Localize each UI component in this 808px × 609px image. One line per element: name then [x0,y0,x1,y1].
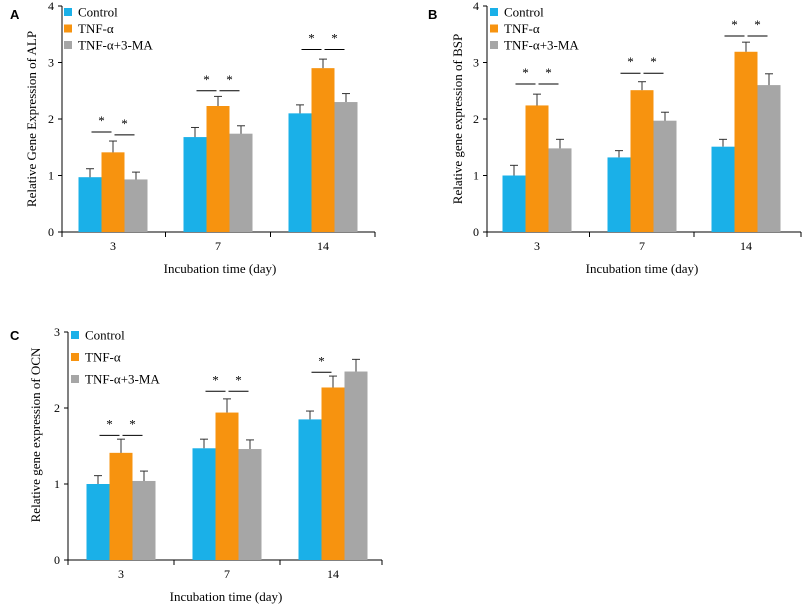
legend-label: Control [78,5,118,20]
x-axis-title: Incubation time (day) [586,261,699,276]
x-tick-label: 7 [639,239,645,253]
significance-star: * [522,65,529,80]
legend-label: TNF-α+3-MA [78,38,153,53]
y-tick-label: 0 [48,225,54,239]
y-tick-label: 2 [54,401,60,415]
bar-tnf-3-ma-3 [132,480,156,560]
y-tick-label: 2 [48,112,54,126]
x-tick-label: 14 [740,239,752,253]
significance-star: * [226,72,233,87]
legend-swatch-tnf-3-ma [71,375,79,383]
legend-label: TNF-α [78,21,114,36]
bar-control-3 [502,175,526,232]
bar-tnf-3-ma-7 [653,120,677,232]
bar-tnf-3-ma-3 [548,148,572,232]
x-tick-label: 14 [317,239,329,253]
significance-star: * [98,113,105,128]
bar-tnf--7 [215,412,239,560]
panel-letter: C [10,328,20,343]
x-axis-title: Incubation time (day) [164,261,277,276]
legend-swatch-tnf-3-ma [490,41,498,49]
legend-swatch-control [490,8,498,16]
significance-star: * [331,31,338,46]
y-axis-title: Relative gene expression of BSP [450,34,465,204]
y-tick-label: 3 [473,56,479,70]
bar-control-3 [86,484,110,560]
significance-star: * [235,372,242,387]
bar-tnf-3-ma-14 [334,102,358,232]
bar-tnf-3-ma-14 [757,85,781,232]
bar-tnf-3-ma-7 [238,449,262,560]
bar-tnf--3 [525,105,549,232]
panel-letter: B [428,7,437,22]
legend-label: Control [85,328,125,343]
y-axis-title: Relative gene expression of OCN [28,347,43,522]
x-tick-label: 7 [215,239,221,253]
x-axis-title: Incubation time (day) [170,589,283,604]
bar-control-7 [607,157,631,232]
significance-star: * [650,54,657,69]
significance-star: * [731,17,738,32]
x-tick-label: 3 [118,567,124,581]
bar-tnf--7 [206,106,230,232]
legend-swatch-tnf- [64,24,72,33]
bar-control-7 [192,448,216,560]
bar-tnf-3-ma-14 [344,371,368,560]
bar-control-3 [78,177,102,232]
legend-swatch-tnf- [490,24,498,33]
legend-swatch-control [71,331,79,339]
bar-control-14 [711,146,735,232]
legend-swatch-tnf- [71,353,79,361]
significance-star: * [121,116,128,131]
y-tick-label: 2 [473,112,479,126]
x-tick-label: 3 [110,239,116,253]
bar-tnf--3 [101,152,125,232]
y-tick-label: 1 [473,169,479,183]
x-tick-label: 3 [534,239,540,253]
x-tick-label: 7 [224,567,230,581]
y-tick-label: 3 [54,325,60,339]
y-tick-label: 4 [473,0,479,13]
chart-panel-a: A 0 1 2 3 4 3 7 14 Incubation time (day) Relative … [10,0,376,276]
y-tick-label: 1 [48,169,54,183]
y-tick-label: 0 [54,553,60,567]
bar-control-14 [298,419,322,560]
significance-star: * [203,72,210,87]
bar-control-14 [288,113,312,232]
significance-star: * [129,416,136,431]
y-tick-label: 1 [54,477,60,491]
y-tick-label: 0 [473,225,479,239]
legend-swatch-control [64,8,72,16]
bar-tnf-3-ma-7 [229,133,253,232]
panel-letter: A [10,7,20,22]
significance-star: * [754,17,761,32]
bar-tnf--14 [311,68,335,233]
chart-panel-b: B 0 1 2 3 4 3 7 14 Incubation time (day) Relative … [428,0,802,276]
legend-label: TNF-α+3-MA [504,38,579,53]
significance-star: * [106,416,113,431]
bar-tnf-3-ma-3 [124,179,148,232]
legend-swatch-tnf-3-ma [64,41,72,49]
legend-label: TNF-α [504,21,540,36]
legend-label: TNF-α [85,350,121,365]
significance-star: * [212,372,219,387]
legend-label: Control [504,5,544,20]
x-tick-label: 14 [327,567,339,581]
bar-tnf--7 [630,90,654,232]
bar-tnf--3 [109,452,133,560]
chart-panel-c: C 0 1 2 3 3 7 14 Incubation time (day) Relative g… [10,325,383,604]
significance-star: * [318,353,325,368]
bar-tnf--14 [734,51,758,232]
y-tick-label: 4 [48,0,54,13]
significance-star: * [545,65,552,80]
significance-star: * [627,54,634,69]
y-tick-label: 3 [48,56,54,70]
bar-control-7 [183,137,207,232]
significance-star: * [308,31,315,46]
y-axis-title: Relative Gene Expression of ALP [24,31,39,207]
bar-tnf--14 [321,387,345,560]
legend-label: TNF-α+3-MA [85,372,160,387]
